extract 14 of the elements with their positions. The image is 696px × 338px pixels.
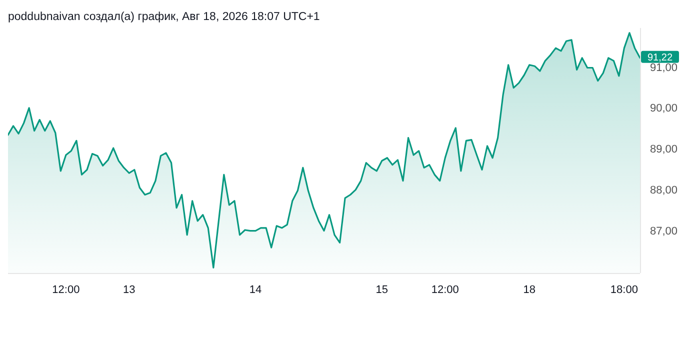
x-tick-label: 18 [523,284,536,296]
text: 91,22 [647,52,673,64]
x-tick-label: 12:00 [52,284,80,296]
x-tick-label: 18:00 [610,284,638,296]
x-tick-label: 12:00 [431,284,459,296]
y-tick-label: 89,00 [650,144,678,156]
y-tick-label: 88,00 [650,184,678,197]
chart-title: poddubnaivan создал(а) график, Авг 18, 2026 18:07 UTC+1 [8,11,320,23]
y-tick-label: 90,00 [650,102,678,115]
x-tick-label: 14 [249,284,262,296]
x-tick-label: 15 [376,284,388,296]
y-tick-label: 91,00 [650,62,678,74]
x-tick-label: 13 [123,284,136,296]
y-tick-label: 87,00 [650,226,678,238]
